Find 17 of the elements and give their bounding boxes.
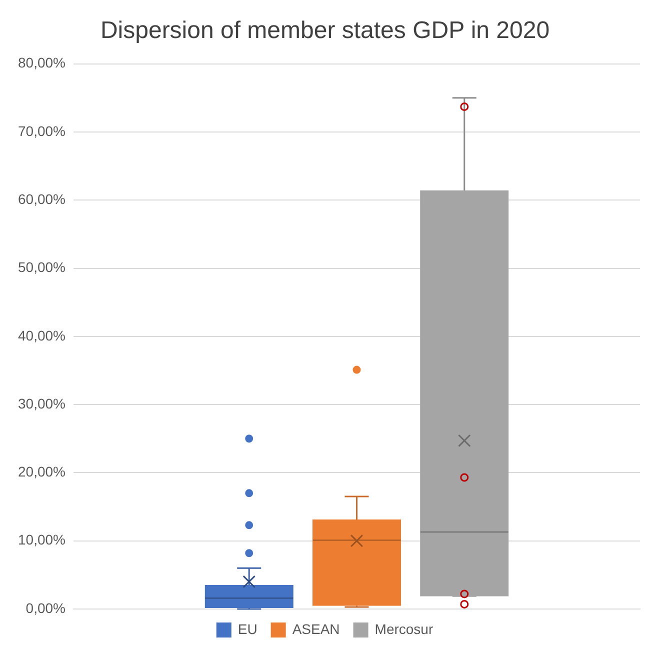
y-tick-label: 20,00% — [18, 464, 66, 480]
chart-title: Dispersion of member states GDP in 2020 — [100, 17, 550, 44]
point — [460, 473, 469, 482]
y-tick-label: 60,00% — [18, 190, 66, 207]
y-tick-label: 40,00% — [18, 327, 66, 344]
y-tick-label: 10,00% — [18, 532, 66, 548]
y-tick-label: 80,00% — [18, 54, 66, 71]
legend-label: Mercosur — [374, 620, 434, 637]
y-tick-label: 70,00% — [18, 122, 66, 139]
point — [460, 600, 469, 608]
y-tick-label: 50,00% — [18, 259, 66, 276]
legend-label: EU — [238, 620, 258, 637]
legend-label: ASEAN — [292, 620, 340, 637]
y-tick-label: 30,00% — [18, 395, 66, 412]
point — [460, 102, 469, 111]
y-tick-label: 0,00% — [26, 600, 66, 616]
point — [460, 590, 469, 598]
